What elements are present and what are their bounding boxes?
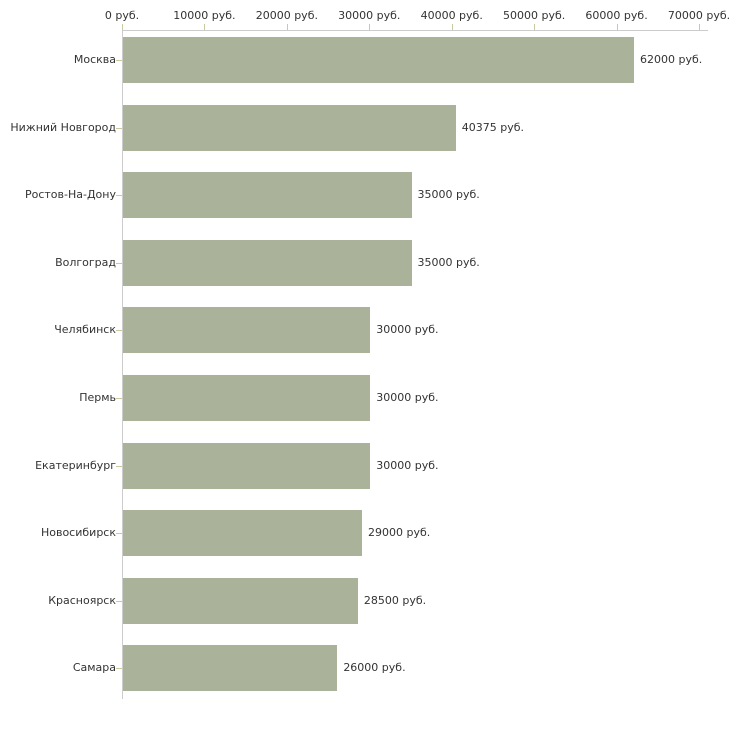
x-axis-tick-label: 0 руб. (104, 9, 140, 22)
bar (123, 442, 371, 489)
x-axis-tick-label: 20000 руб. (255, 9, 318, 22)
x-axis-tick-mark (451, 24, 453, 31)
bar (123, 307, 371, 354)
y-axis-tick-mark (116, 195, 122, 197)
bar (123, 172, 412, 219)
value-label: 62000 руб. (640, 53, 703, 66)
x-axis-tick-mark (286, 24, 288, 31)
y-axis-tick-mark (116, 533, 122, 535)
bar-row: Екатеринбург 30000 руб. (0, 437, 730, 505)
category-label: Екатеринбург (35, 458, 116, 472)
bar-row: Нижний Новгород 40375 руб. (0, 99, 730, 167)
category-label: Самара (72, 661, 116, 675)
category-label: Красноярск (48, 593, 116, 607)
bar-row: Новосибирск 29000 руб. (0, 504, 730, 572)
bars-area: Москва 62000 руб. Нижний Новгород 40375 руб… (0, 31, 730, 707)
bar-row: Челябинск 30000 руб. (0, 301, 730, 369)
value-label: 30000 руб. (376, 323, 439, 337)
y-axis-tick-mark (116, 398, 122, 399)
x-axis-line (122, 30, 708, 31)
bar-row: Ростов-На-Дону 35000 руб. (0, 166, 730, 234)
category-label: Ростов-На-Дону (24, 188, 116, 202)
category-label: Пермь (79, 391, 116, 404)
bar (123, 375, 371, 421)
category-label: Челябинск (54, 323, 116, 337)
category-label: Нижний Новгород (10, 120, 116, 134)
x-axis-tick-mark (616, 24, 618, 31)
bar-row: Москва 62000 руб. (0, 31, 730, 99)
y-axis-tick-mark (116, 330, 122, 332)
x-axis-tick-label: 60000 руб. (585, 9, 648, 22)
y-axis-tick-mark (116, 668, 122, 670)
category-label: Волгоград (55, 255, 116, 269)
value-label: 35000 руб. (417, 188, 480, 202)
x-axis-tick-label: 40000 руб. (420, 9, 483, 22)
y-axis-tick-mark (116, 127, 122, 129)
x-axis-tick-mark (122, 24, 123, 31)
bar (123, 37, 635, 83)
y-axis-tick-mark (116, 600, 122, 602)
x-axis-tick-mark (699, 24, 700, 31)
x-axis-tick-label: 50000 руб. (503, 9, 566, 22)
value-label: 29000 руб. (368, 526, 431, 540)
x-axis-tick-label: 70000 руб. (667, 9, 730, 22)
value-label: 30000 руб. (376, 391, 439, 404)
x-axis-tick-mark (204, 24, 206, 31)
bar-row: Пермь 30000 руб. (0, 369, 730, 437)
x-axis-tick-mark (534, 24, 536, 31)
bar-row: Волгоград 35000 руб. (0, 234, 730, 302)
bar-row: Красноярск 28500 руб. (0, 572, 730, 640)
value-label: 40375 руб. (461, 120, 525, 134)
category-label: Новосибирск (40, 526, 116, 540)
y-axis-tick-mark (116, 60, 122, 61)
x-axis-tick-mark (369, 24, 371, 31)
bar (123, 510, 363, 557)
y-axis-tick-mark (116, 465, 122, 467)
value-label: 35000 руб. (417, 255, 480, 269)
y-axis-tick-mark (116, 262, 122, 264)
bar (123, 104, 456, 151)
bar (123, 239, 412, 286)
bar (123, 577, 358, 624)
x-axis-tick-label: 10000 руб. (173, 9, 236, 22)
y-axis-line (122, 30, 123, 699)
category-label: Москва (73, 53, 116, 66)
value-label: 30000 руб. (376, 458, 439, 472)
bar-row: Самара 26000 руб. (0, 639, 730, 707)
bar (123, 645, 338, 692)
x-axis-tick-label: 30000 руб. (338, 9, 401, 22)
value-label: 28500 руб. (363, 593, 427, 607)
value-label: 26000 руб. (343, 661, 406, 675)
